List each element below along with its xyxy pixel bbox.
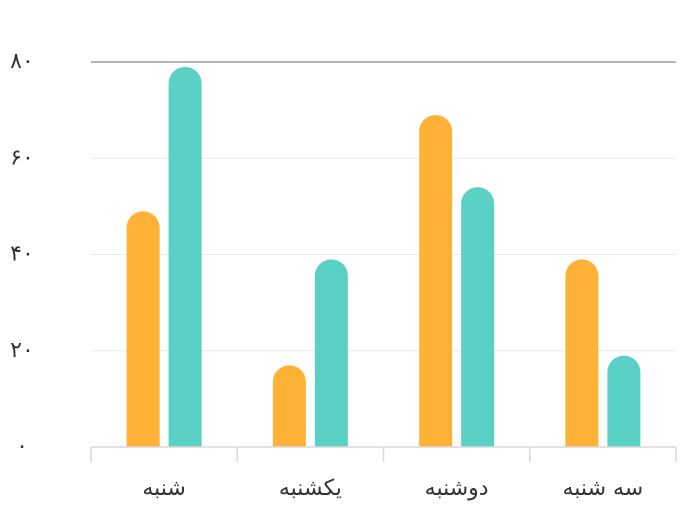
- x-category-label: دوشنبه: [425, 476, 489, 501]
- bar-series-1: [272, 365, 306, 447]
- y-tick-label: ۰: [16, 434, 28, 459]
- bar-series-2: [607, 355, 641, 447]
- y-tick-label: ۶۰: [10, 145, 34, 170]
- bar-series-1: [126, 211, 160, 447]
- x-axis-labels: شنبه یکشنبه دوشنبه سه شنبه: [142, 476, 643, 501]
- bar-series-1: [419, 114, 453, 448]
- x-category-label: شنبه: [142, 476, 186, 501]
- x-category-label: یکشنبه: [279, 476, 342, 501]
- bar-series-2: [314, 259, 348, 447]
- y-tick-label: ۲۰: [10, 338, 34, 363]
- bar-series-2: [461, 187, 495, 447]
- y-axis-ticks: ۰ ۲۰ ۴۰ ۶۰ ۸۰: [10, 49, 34, 459]
- bar-series-1: [565, 259, 599, 447]
- bars: [126, 66, 641, 448]
- x-category-label: سه شنبه: [563, 476, 644, 501]
- x-axis: [90, 446, 677, 462]
- bar-series-2: [168, 66, 202, 447]
- y-tick-label: ۴۰: [10, 242, 34, 267]
- y-tick-label: ۸۰: [10, 49, 34, 74]
